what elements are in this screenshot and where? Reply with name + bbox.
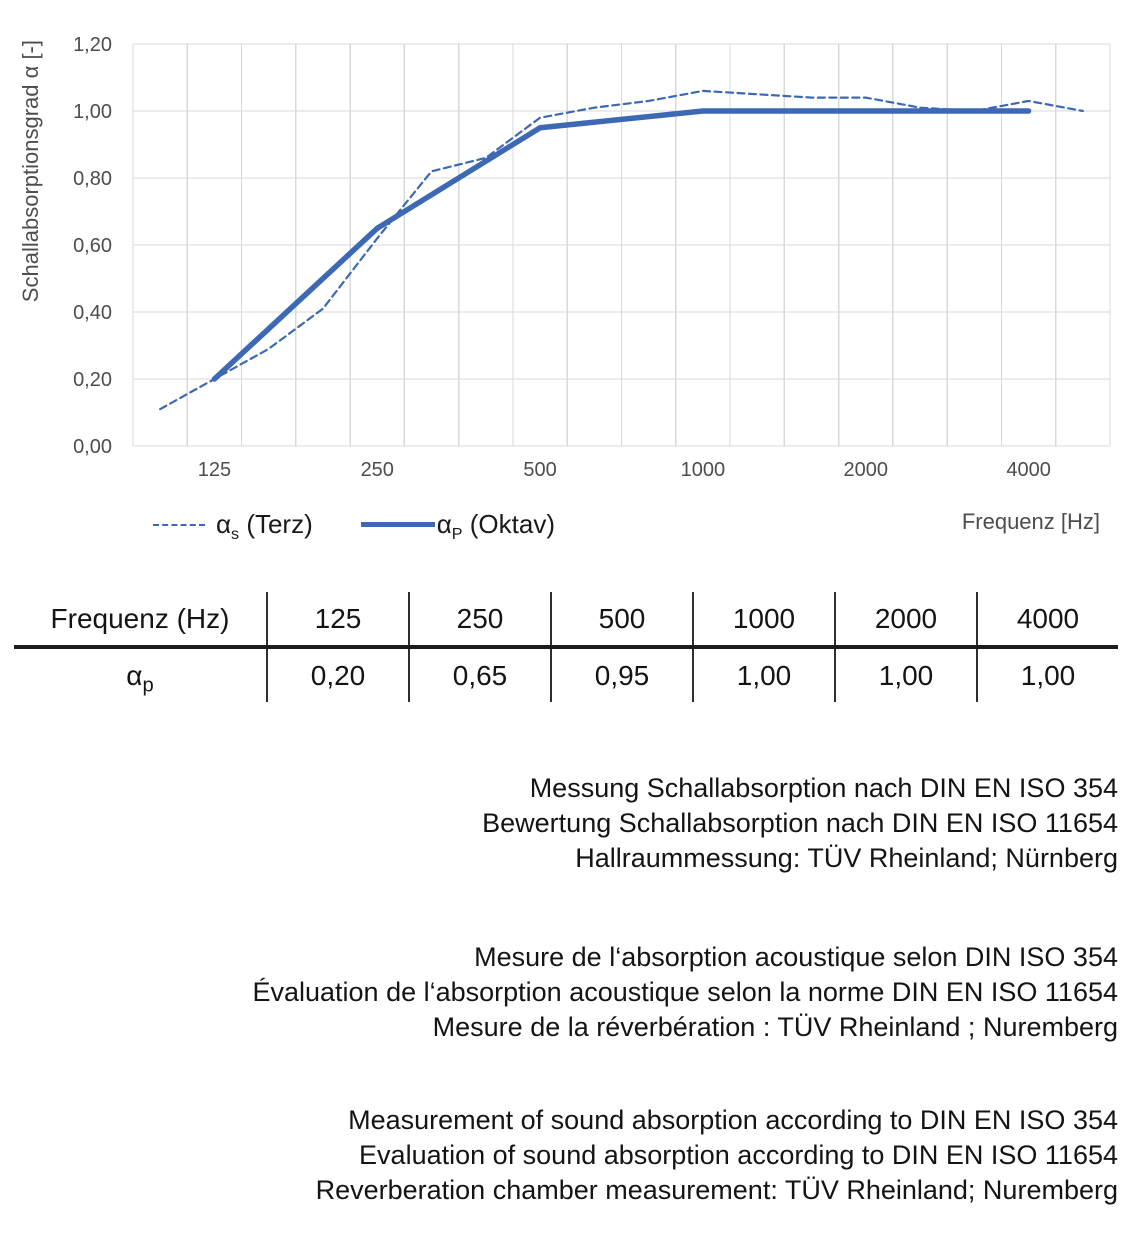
- absorption-table: Frequenz (Hz) 125 250 500 1000 2000 4000…: [14, 592, 1118, 702]
- note-line: Messung Schallabsorption nach DIN EN ISO…: [529, 773, 1118, 803]
- table-value-cell: 1,00: [834, 649, 976, 702]
- legend-label-oktav: αP (Oktav): [436, 509, 555, 544]
- table-value-cell: 0,20: [266, 649, 408, 702]
- note-line: Hallraummessung: TÜV Rheinland; Nürnberg: [575, 843, 1118, 873]
- terz-series-line: [159, 89, 1084, 411]
- y-tick-label: 1,00: [73, 101, 112, 123]
- note-line: Bewertung Schallabsorption nach DIN EN I…: [482, 808, 1118, 838]
- table-values-row: αp 0,20 0,65 0,95 1,00 1,00 1,00: [14, 649, 1118, 702]
- table-header-cell: 500: [550, 592, 692, 645]
- x-tick-label: 125: [198, 459, 231, 481]
- table-header-cell: 2000: [834, 592, 976, 645]
- absorption-chart: 0,00 0,20 0,40 0,60 0,80 1,00 1,20 125 250 500 100…: [18, 34, 1111, 534]
- table-header-cell: 1000: [692, 592, 834, 645]
- table-header-row: Frequenz (Hz) 125 250 500 1000 2000 4000: [14, 592, 1118, 645]
- x-tick-label: 500: [523, 459, 556, 481]
- note-block-french: Mesure de l‘absorption acoustique selon …: [0, 940, 1118, 1045]
- y-tick-label: 0,20: [73, 369, 112, 391]
- table-header-cell: 4000: [976, 592, 1118, 645]
- y-tick-label: 0,00: [73, 436, 112, 458]
- note-line: Reverberation chamber measurement: TÜV R…: [315, 1175, 1118, 1205]
- x-tick-label: 250: [361, 459, 394, 481]
- note-line: Mesure de l‘absorption acoustique selon …: [474, 942, 1118, 972]
- x-tick-label: 4000: [1006, 459, 1051, 481]
- note-line: Evaluation of sound absorption according…: [359, 1140, 1118, 1170]
- table-value-cell: 1,00: [976, 649, 1118, 702]
- legend-item-terz: αs (Terz): [153, 509, 313, 544]
- y-tick-label: 1,20: [73, 34, 112, 56]
- legend-item-oktav: αP (Oktav): [360, 509, 555, 544]
- y-tick-label: 0,60: [73, 235, 112, 257]
- x-tick-label: 2000: [844, 459, 889, 481]
- oktav-series-line: [211, 108, 1032, 382]
- y-axis-title: Schallabsorptionsgrad α [-]: [18, 40, 43, 302]
- terz-dashed-line-swatch: [153, 523, 205, 526]
- note-line: Measurement of sound absorption accordin…: [348, 1105, 1118, 1135]
- note-line: Évaluation de l‘absorption acoustique se…: [252, 977, 1118, 1007]
- oktav-solid-line-swatch: [360, 522, 435, 527]
- note-line: Mesure de la réverbération : TÜV Rheinla…: [432, 1012, 1118, 1042]
- legend-label-terz: αs (Terz): [216, 509, 313, 544]
- table-divider-rule: [14, 645, 1118, 649]
- table-header-cell: 125: [266, 592, 408, 645]
- y-tick-label: 0,80: [73, 168, 112, 190]
- x-tick-label: 1000: [681, 459, 726, 481]
- table-value-cell: 0,95: [550, 649, 692, 702]
- chart-legend: αs (Terz) αP (Oktav): [153, 509, 555, 544]
- table-header-cell: 250: [408, 592, 550, 645]
- note-block-german: Messung Schallabsorption nach DIN EN ISO…: [0, 771, 1118, 876]
- table-value-cell: 0,65: [408, 649, 550, 702]
- note-block-english: Measurement of sound absorption accordin…: [0, 1103, 1118, 1208]
- table-header-cell: Frequenz (Hz): [50, 602, 230, 634]
- table-value-cell: 1,00: [692, 649, 834, 702]
- y-tick-label: 0,40: [73, 302, 112, 324]
- x-axis-title: Frequenz [Hz]: [962, 509, 1100, 534]
- alpha-p-row-label: αp: [126, 659, 154, 697]
